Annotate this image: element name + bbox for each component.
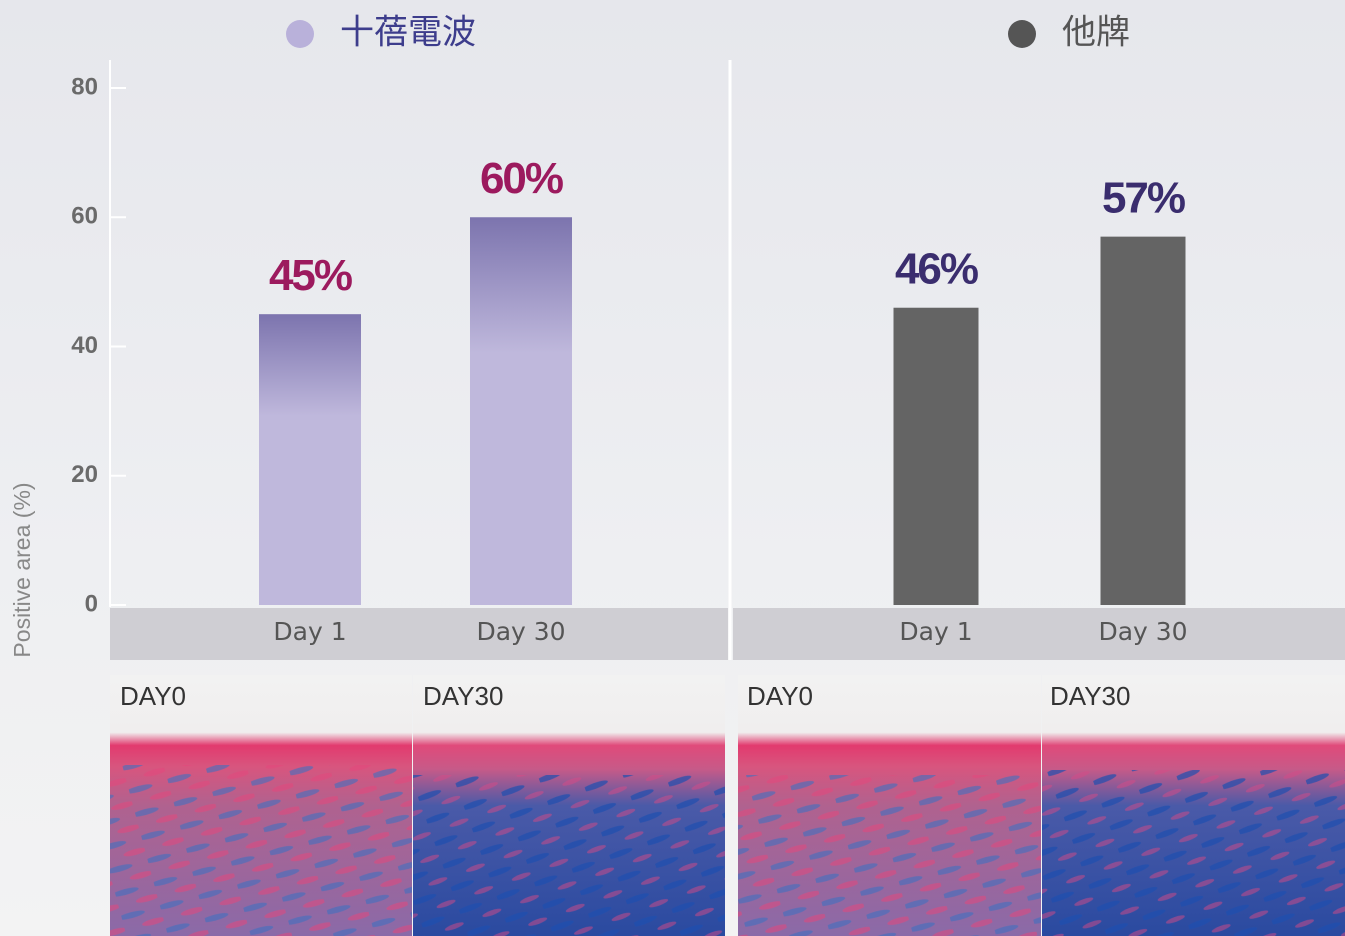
legend-label: 十蓓電波 <box>340 13 476 53</box>
bar <box>893 307 979 605</box>
value-label: 60% <box>480 154 563 203</box>
bar <box>1100 236 1186 605</box>
micrograph-texture <box>1042 770 1345 936</box>
micrograph-texture <box>413 775 725 936</box>
bar <box>470 217 572 605</box>
micrograph-label: DAY30 <box>1050 681 1130 711</box>
y-tick-label: 40 <box>71 332 98 359</box>
legend-marker <box>1008 20 1036 48</box>
x-tick-label: Day 30 <box>476 617 565 646</box>
value-label: 45% <box>269 251 352 300</box>
y-tick-label: 60 <box>71 203 98 230</box>
micrograph-label: DAY0 <box>747 681 813 711</box>
y-tick-label: 0 <box>85 590 98 617</box>
micrograph-texture <box>738 775 1041 936</box>
micrograph-label: DAY0 <box>120 681 186 711</box>
bar <box>259 314 361 605</box>
x-tick-label: Day 30 <box>1098 617 1187 646</box>
x-tick-label: Day 1 <box>899 617 972 646</box>
micrograph-panels <box>110 675 1345 936</box>
category-band <box>733 608 1345 660</box>
y-tick-label: 20 <box>71 461 98 488</box>
legend-marker <box>286 20 314 48</box>
x-tick-label: Day 1 <box>273 617 346 646</box>
y-tick-label: 80 <box>71 73 98 100</box>
micrograph-texture <box>110 765 412 936</box>
legend-label: 他牌 <box>1062 13 1130 53</box>
y-axis-label: Positive area (%) <box>9 482 35 657</box>
category-band <box>110 608 728 660</box>
value-label: 46% <box>895 244 978 293</box>
value-label: 57% <box>1102 173 1185 222</box>
micrograph-label: DAY30 <box>423 681 503 711</box>
